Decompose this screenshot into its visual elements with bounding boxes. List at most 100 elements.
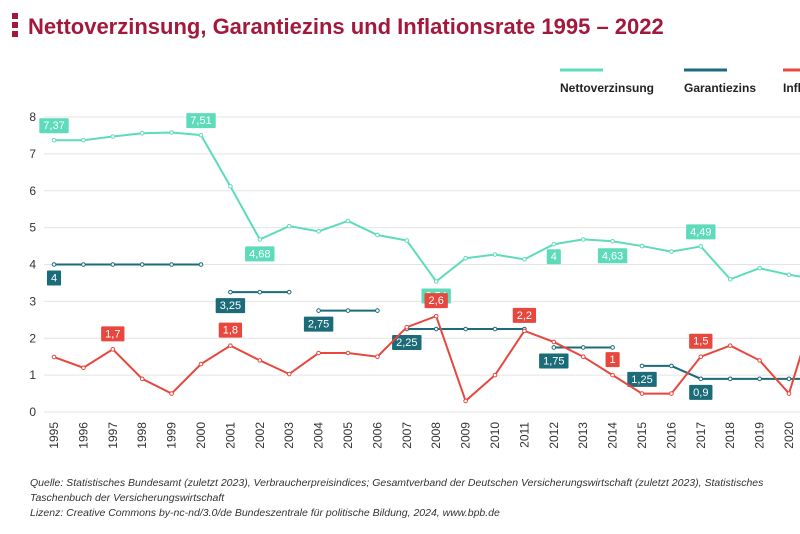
x-tick-label: 2007 (400, 422, 414, 449)
data-point (522, 328, 527, 334)
data-point (639, 363, 645, 369)
data-label: 2,75 (303, 316, 334, 332)
data-label-text: 2,25 (396, 337, 417, 349)
data-label: 1,5 (689, 333, 713, 349)
data-label: 4,63 (597, 248, 628, 264)
title-icon (12, 13, 18, 19)
data-point (404, 324, 410, 330)
data-label-text: 3,25 (220, 300, 241, 312)
data-label: 7,37 (39, 118, 69, 134)
x-tick-label: 2015 (635, 422, 649, 449)
data-point (198, 132, 204, 138)
data-label-text: 4,63 (602, 250, 623, 262)
data-point (316, 229, 321, 234)
data-label: 1,8 (218, 322, 243, 338)
y-tick-label: 1 (29, 368, 36, 382)
x-tick-label: 2001 (223, 422, 237, 449)
x-tick-label: 2002 (253, 422, 267, 449)
data-label: 7,51 (186, 113, 216, 129)
data-point (169, 130, 174, 135)
data-label: 1 (605, 352, 620, 368)
data-point (698, 244, 704, 249)
data-point (786, 391, 792, 396)
data-label-text: 2,6 (429, 295, 444, 307)
x-tick-label: 2008 (429, 422, 443, 449)
data-point (669, 363, 674, 369)
data-label-box (424, 293, 448, 309)
data-point (257, 358, 263, 363)
data-label: 0,9 (689, 384, 713, 400)
x-tick-label: 2020 (782, 422, 796, 449)
data-point (669, 391, 674, 396)
data-point (316, 308, 321, 313)
data-label-box (101, 326, 125, 342)
data-label-box (686, 224, 716, 240)
data-point (81, 262, 86, 267)
legend-label: Garantiezins (684, 81, 756, 95)
x-tick-label: 2000 (194, 422, 208, 449)
data-point (169, 262, 174, 267)
data-point (375, 232, 380, 238)
data-point (698, 376, 704, 382)
data-point (198, 262, 204, 267)
legend-label: Inflationsrate (783, 81, 800, 95)
y-tick-label: 6 (29, 184, 36, 198)
data-label: 2,6 (424, 293, 448, 309)
x-tick-label: 2006 (370, 422, 384, 449)
y-tick-label: 3 (29, 294, 36, 308)
data-point (375, 354, 380, 359)
title-icon (12, 22, 18, 28)
data-label-text: 1,25 (631, 374, 652, 386)
data-label-box (512, 307, 537, 323)
x-tick-label: 2009 (459, 422, 473, 449)
data-label-text: 0,9 (693, 387, 708, 399)
data-label-box (689, 384, 713, 400)
data-label-text: 1 (610, 354, 616, 366)
x-tick-label: 2005 (341, 422, 355, 449)
y-tick-label: 0 (29, 405, 36, 419)
legend-label: Nettoverzinsung (560, 81, 654, 95)
data-point (610, 238, 615, 244)
data-point (345, 350, 351, 356)
x-tick-label: 2010 (488, 422, 502, 449)
data-point (698, 354, 704, 359)
data-label-box (392, 335, 422, 351)
x-tick-label: 1999 (165, 422, 179, 449)
y-tick-label: 7 (29, 147, 36, 161)
data-point (51, 137, 57, 143)
data-point (580, 345, 586, 350)
data-point (433, 326, 439, 332)
x-tick-label: 1998 (135, 422, 149, 449)
y-tick-label: 2 (29, 331, 36, 345)
data-point (492, 252, 498, 257)
x-tick-label: 2016 (664, 422, 678, 449)
data-label-box (303, 316, 334, 332)
x-tick-label: 2014 (606, 422, 620, 449)
data-point (286, 371, 292, 377)
data-point (551, 345, 557, 350)
data-label: 4,49 (686, 224, 716, 240)
data-label: 3,25 (215, 298, 246, 314)
x-tick-label: 2018 (723, 422, 737, 449)
data-label-text: 4,49 (690, 226, 711, 238)
x-tick-label: 2017 (694, 422, 708, 449)
data-point (228, 289, 233, 295)
data-point (433, 313, 439, 319)
source-note: Quelle: Statistisches Bundesamt (zuletzt… (30, 477, 764, 489)
data-label-box (245, 246, 275, 262)
series-line (642, 364, 800, 380)
data-point (286, 289, 292, 295)
chart-title: Nettoverzinsung, Garantiezins und Inflat… (28, 14, 664, 39)
data-point (492, 372, 498, 378)
data-label-text: 1,8 (223, 325, 238, 337)
data-point (316, 350, 321, 356)
data-label: 4 (46, 270, 62, 286)
data-point (257, 237, 263, 242)
data-point (492, 326, 498, 332)
data-label-box (605, 352, 620, 368)
data-point (639, 243, 645, 249)
data-label-text: 4 (551, 251, 557, 263)
data-point (463, 255, 468, 261)
y-tick-label: 4 (29, 258, 36, 272)
